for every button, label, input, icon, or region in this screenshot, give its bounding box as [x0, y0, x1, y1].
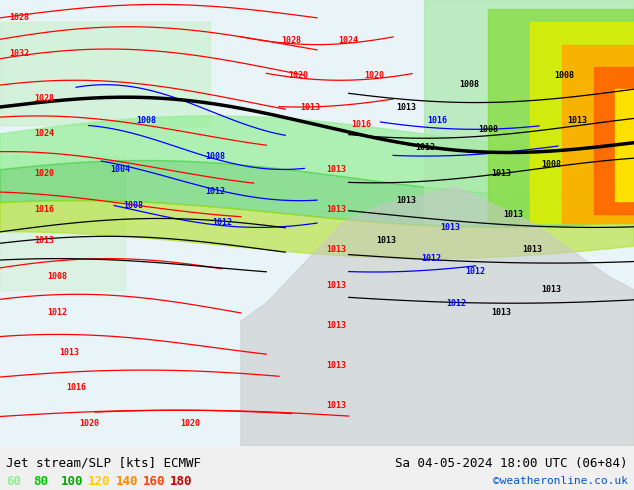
Text: 1013: 1013	[440, 223, 460, 232]
Text: 1012: 1012	[212, 219, 232, 227]
Text: 1012: 1012	[465, 268, 486, 276]
Text: 1008: 1008	[123, 200, 143, 210]
Text: 1024: 1024	[34, 129, 55, 138]
Text: 1008: 1008	[136, 116, 156, 125]
Text: 1008: 1008	[541, 161, 562, 170]
Text: 1020: 1020	[364, 72, 384, 80]
Text: 1020: 1020	[180, 419, 200, 428]
Text: 1013: 1013	[567, 116, 587, 125]
Text: 1004: 1004	[110, 165, 131, 174]
Text: 1013: 1013	[396, 196, 416, 205]
Text: 1013: 1013	[491, 308, 511, 317]
Text: 160: 160	[143, 475, 165, 488]
Text: 1013: 1013	[326, 361, 346, 370]
Text: 1016: 1016	[427, 116, 448, 125]
Text: 1028: 1028	[281, 36, 302, 45]
Text: 180: 180	[170, 475, 192, 488]
Text: 1013: 1013	[34, 236, 55, 245]
Text: Sa 04-05-2024 18:00 UTC (06+84): Sa 04-05-2024 18:00 UTC (06+84)	[395, 457, 628, 470]
Text: ©weatheronline.co.uk: ©weatheronline.co.uk	[493, 476, 628, 486]
Text: 1012: 1012	[205, 187, 226, 196]
Text: 1013: 1013	[396, 102, 416, 112]
Text: 1013: 1013	[491, 170, 511, 178]
Text: 1013: 1013	[522, 245, 543, 254]
Text: 1012: 1012	[446, 299, 467, 308]
Text: 1013: 1013	[326, 281, 346, 290]
Text: 1008: 1008	[47, 272, 67, 281]
Text: 1013: 1013	[326, 205, 346, 214]
Text: 100: 100	[61, 475, 83, 488]
Text: 1016: 1016	[66, 384, 86, 392]
Text: 1028: 1028	[34, 94, 55, 102]
Text: 1012: 1012	[421, 254, 441, 263]
Text: 1016: 1016	[34, 205, 55, 214]
Text: 1028: 1028	[9, 13, 29, 23]
Text: 1020: 1020	[288, 72, 308, 80]
Text: 140: 140	[115, 475, 138, 488]
Text: 1012: 1012	[47, 308, 67, 317]
Text: 1013: 1013	[377, 236, 397, 245]
Text: 1013: 1013	[326, 401, 346, 410]
Text: 1013: 1013	[301, 102, 321, 112]
Text: Jet stream/SLP [kts] ECMWF: Jet stream/SLP [kts] ECMWF	[6, 457, 202, 470]
Text: 1013: 1013	[326, 245, 346, 254]
Text: 1008: 1008	[478, 125, 498, 134]
Text: 1013: 1013	[415, 143, 435, 151]
Text: 1020: 1020	[34, 170, 55, 178]
Text: 1032: 1032	[9, 49, 29, 58]
Text: 1013: 1013	[503, 210, 524, 219]
Text: 1013: 1013	[60, 348, 80, 357]
Text: 1008: 1008	[205, 151, 226, 161]
Text: 1020: 1020	[79, 419, 99, 428]
Text: 1013: 1013	[326, 321, 346, 330]
Text: 120: 120	[88, 475, 110, 488]
Text: 1008: 1008	[459, 80, 479, 89]
Text: 60: 60	[6, 475, 22, 488]
Text: 1016: 1016	[351, 121, 372, 129]
Polygon shape	[241, 187, 634, 446]
Text: 1013: 1013	[541, 285, 562, 294]
Text: 1013: 1013	[326, 165, 346, 174]
Text: 1024: 1024	[339, 36, 359, 45]
Text: 80: 80	[34, 475, 49, 488]
Text: 1008: 1008	[554, 72, 574, 80]
